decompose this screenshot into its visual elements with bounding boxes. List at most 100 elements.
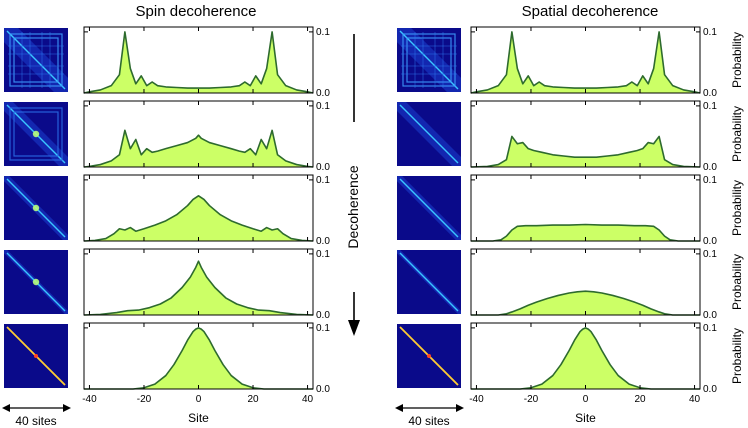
spin-xtick-label-3: 20	[247, 394, 259, 405]
spin-panel-5-ytick-label-0: 0.0	[316, 384, 330, 395]
spatial-panel-1-heatmap-lattice-1	[406, 37, 452, 83]
spin-panel-1-line	[83, 31, 314, 94]
spatial-panel-4-ytick-label-0: 0.0	[703, 310, 717, 321]
spin-panel-3-heatmap-center	[32, 204, 40, 212]
spatial-panel-3-ylabel: Probability	[730, 180, 744, 236]
title-spatial-decoherence: Spatial decoherence	[522, 3, 659, 20]
spin-panel-5: 0.0 0.1	[4, 322, 330, 395]
spatial-panel-1-heatmap-diagonal	[399, 30, 459, 90]
spatial-panel-4-ylabel: Probability	[730, 254, 744, 310]
spin-panel-5-line	[84, 327, 313, 390]
spin-panel-2-ytick-label-1: 0.1	[316, 101, 330, 112]
spin-panel-1-ytick-label-1: 0.1	[316, 27, 330, 38]
spatial-panel-5-heatmap	[397, 324, 461, 388]
spin-xtick-label-0: -40	[82, 394, 97, 405]
spatial-panel-2-area	[471, 136, 700, 167]
spin-xtick-label-1: -20	[137, 394, 152, 405]
spatial-panel-2: 0.0 0.1 Probability	[397, 100, 744, 173]
panels: 0.0 0.1 0.0 0.1 0.0 0.1 0.0 0.1 0.0 0.1 -40 -20 0 20 4…	[4, 26, 744, 425]
spin-panel-4-ytick-label-1: 0.1	[316, 249, 330, 260]
spin-panel-3-area	[84, 195, 313, 241]
spatial-panel-3-heatmap	[397, 176, 461, 240]
spatial-panel-2-line	[470, 135, 701, 168]
spin-panel-2-line	[83, 129, 314, 168]
decoherence-label: Decoherence	[345, 165, 361, 248]
spin-panel-4-heatmap	[4, 250, 68, 314]
spatial-panel-3-ytick-label-0: 0.0	[703, 236, 717, 247]
spatial-panel-1-ylabel: Probability	[730, 32, 744, 88]
spatial-panel-4-heatmap	[397, 250, 461, 314]
spin-panel-2-heatmap-lattice-0	[9, 107, 63, 161]
spatial-panel-5-ytick-label-1: 0.1	[703, 323, 717, 334]
spin-panel-1-heatmap-lattice-0	[9, 33, 63, 87]
spin-panel-4-area	[84, 261, 313, 315]
spatial-panel-5-area	[471, 327, 700, 389]
spatial-xtick-label-2: 0	[583, 394, 589, 405]
spin-panel-5-area	[84, 327, 313, 389]
decoherence-arrow-head	[348, 320, 360, 336]
scale-bar-left: 40 sites	[2, 404, 71, 428]
spin-panel-1-heatmap-lattice-1	[13, 37, 59, 83]
spatial-panel-5-heatmap-center	[427, 354, 431, 358]
scale-bar-left-head-start	[2, 404, 10, 412]
spatial-xtick-label-0: -40	[469, 394, 484, 405]
decoherence-arrow: Decoherence	[345, 34, 361, 336]
spin-panel-5-heatmap-center	[34, 354, 38, 358]
spatial-xlabel: Site	[575, 411, 596, 425]
spatial-panel-1-heatmap	[397, 28, 461, 92]
spatial-panel-3-area	[471, 224, 700, 241]
spin-panel-1-heatmap	[4, 28, 68, 92]
spatial-panel-4-heatmap-diagonal	[399, 252, 459, 312]
spatial-panel-1-area	[471, 31, 700, 93]
spatial-panel-2-heatmap-diagonal	[399, 104, 459, 164]
spatial-panel-2-heatmap	[397, 102, 461, 166]
spin-panel-4-line	[83, 260, 314, 316]
spatial-panel-1: 0.0 0.1 Probability	[397, 26, 744, 99]
spin-panel-4-ytick-label-0: 0.0	[316, 310, 330, 321]
spatial-panel-3-ytick-label-1: 0.1	[703, 175, 717, 186]
spin-panel-1-area	[84, 31, 313, 93]
spatial-panel-4-ytick-label-1: 0.1	[703, 249, 717, 260]
spatial-panel-5-line	[471, 327, 700, 390]
spatial-xtick-label-4: 40	[689, 394, 701, 405]
spin-xtick-label-2: 0	[196, 394, 202, 405]
spin-panel-2-ytick-label-0: 0.0	[316, 162, 330, 173]
spatial-panel-1-heatmap-lattice-0	[402, 33, 456, 87]
spatial-panel-4-area	[471, 291, 700, 315]
spin-panel-5-heatmap	[4, 324, 68, 388]
scale-bar-right-head-end	[456, 404, 464, 412]
spatial-xtick-label-3: 20	[634, 394, 646, 405]
spatial-panel-3-line	[471, 223, 700, 242]
spin-xtick-label-4: 40	[302, 394, 314, 405]
scale-bar-left-head-end	[63, 404, 71, 412]
spatial-panel-5: 0.0 0.1 Probability	[397, 322, 744, 395]
title-spin-decoherence: Spin decoherence	[136, 3, 257, 20]
spatial-panel-2-ytick-label-1: 0.1	[703, 101, 717, 112]
spin-panel-1-ytick-label-0: 0.0	[316, 88, 330, 99]
spatial-xtick-label-1: -20	[524, 394, 539, 405]
spin-panel-3-heatmap	[4, 176, 68, 240]
spin-panel-3-ytick-label-0: 0.0	[316, 236, 330, 247]
scale-bar-left-label: 40 sites	[15, 414, 56, 428]
spin-panel-2-heatmap-lattice-1	[13, 111, 59, 157]
spatial-panel-2-ytick-label-0: 0.0	[703, 162, 717, 173]
spatial-panel-1-ytick-label-0: 0.0	[703, 88, 717, 99]
scale-bar-right-head-start	[395, 404, 403, 412]
spatial-panel-3-heatmap-diagonal	[399, 178, 459, 238]
spatial-panel-3: 0.0 0.1 Probability	[397, 174, 744, 247]
spatial-panel-1-line	[470, 31, 701, 94]
spin-panel-4-heatmap-center	[32, 278, 40, 286]
spin-panel-1-heatmap-diagonal	[6, 30, 66, 90]
spatial-panel-4-line	[471, 290, 700, 316]
spin-panel-2-heatmap-center	[32, 130, 40, 138]
spatial-panel-4: 0.0 0.1 Probability	[397, 248, 744, 321]
spatial-panel-2-ylabel: Probability	[730, 106, 744, 162]
spin-panel-3-ytick-label-1: 0.1	[316, 175, 330, 186]
spin-panel-2: 0.0 0.1	[4, 100, 330, 173]
spin-panel-2-heatmap	[4, 102, 68, 166]
spin-panel-2-area	[84, 130, 313, 167]
spin-panel-4: 0.0 0.1	[4, 248, 330, 321]
spin-panel-3-line	[83, 194, 314, 242]
spatial-panel-1-ytick-label-1: 0.1	[703, 27, 717, 38]
